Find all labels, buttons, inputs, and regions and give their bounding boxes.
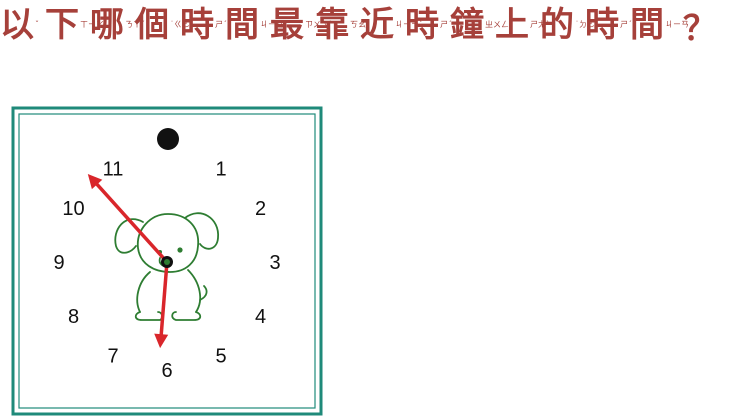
question-char: 個 ˙ㄍㄜ [135,5,190,45]
question-char: 時ㄕˊ [405,5,452,45]
zhuyin-annotation: ˙ㄍㄜ [170,20,190,29]
hanzi-glyph: 的 [540,5,574,45]
minute-hand-arrowhead [87,174,103,190]
question-char: 上ㄕㄤˋ [495,5,550,45]
hanzi-glyph: 時 [180,5,214,45]
question-char: 哪ㄋㄚˇ [90,5,145,45]
zhuyin-annotation: ˙ㄉㄜ [575,20,595,29]
hour-hand [159,261,169,340]
clock-numeral-1: 1 [215,159,226,181]
zhuyin-annotation: ㄕㄤˋ [530,20,550,29]
clock-center-pivot-ring [164,259,170,265]
hanzi-glyph: 時 [405,5,439,45]
clock-numerals: 1 2 3 4 5 6 7 8 9 10 11 [53,159,280,383]
question-char: 時ㄕˊ [180,5,227,45]
hanzi-glyph: 鐘 [450,5,484,45]
clock-numeral-5: 5 [215,346,226,368]
zhuyin-annotation: ㄕˊ [620,20,632,29]
zhuyin-annotation: ㄕˊ [215,20,227,29]
hanzi-glyph: 上 [495,5,529,45]
clock-numeral-11: 11 [103,159,124,181]
hanzi-glyph: 以 [0,5,34,45]
puppy-icon [114,212,219,321]
zhuyin-annotation: ㄕˊ [440,20,452,29]
hanzi-glyph: 時 [585,5,619,45]
hour-hand-arrowhead [154,333,169,349]
clock-numeral-3: 3 [269,252,280,274]
clock-numeral-10: 10 [62,198,84,220]
question-char: 的 ˙ㄉㄜ [540,5,595,45]
puppy-eye-icon [177,247,183,253]
minute-hand [92,179,169,264]
hanzi-glyph: 下 [45,5,79,45]
hanzi-glyph: 個 [135,5,169,45]
zhuyin-annotation: ㄋㄚˇ [125,20,145,29]
clock-inner-frame [18,113,316,409]
question-char: 靠ㄎㄠˋ [315,5,370,45]
hanzi-glyph: 最 [270,5,304,45]
hanzi-glyph: 近 [360,5,394,45]
hanzi-glyph: 間 [225,5,259,45]
clock-numeral-7: 7 [107,346,118,368]
clock-numeral-9: 9 [53,252,64,274]
question-char: 時ㄕˊ [585,5,632,45]
zhuyin-annotation: ㄎㄠˋ [350,20,370,29]
zhuyin-annotation: ˇ [35,20,39,29]
clock-numeral-8: 8 [68,306,79,328]
clock-numeral-6: 6 [161,360,172,382]
question-mark: ？ [683,8,717,49]
clock-numeral-2: 2 [255,198,266,220]
twelve-marker-dot [157,128,179,150]
hanzi-glyph: 靠 [315,5,349,45]
clock-numeral-4: 4 [255,306,266,328]
hanzi-glyph: 間 [630,5,664,45]
question-text: 以 ˇ 下ㄒㄧㄚˋ 哪ㄋㄚˇ 個 ˙ㄍㄜ時ㄕˊ 間ㄐㄧㄢ最ㄗㄨㄟˋ 靠ㄎㄠˋ 近ㄐㄧㄣˋ 時ㄕˊ 鐘… [0,0,752,50]
hanzi-glyph: 哪 [90,5,124,45]
